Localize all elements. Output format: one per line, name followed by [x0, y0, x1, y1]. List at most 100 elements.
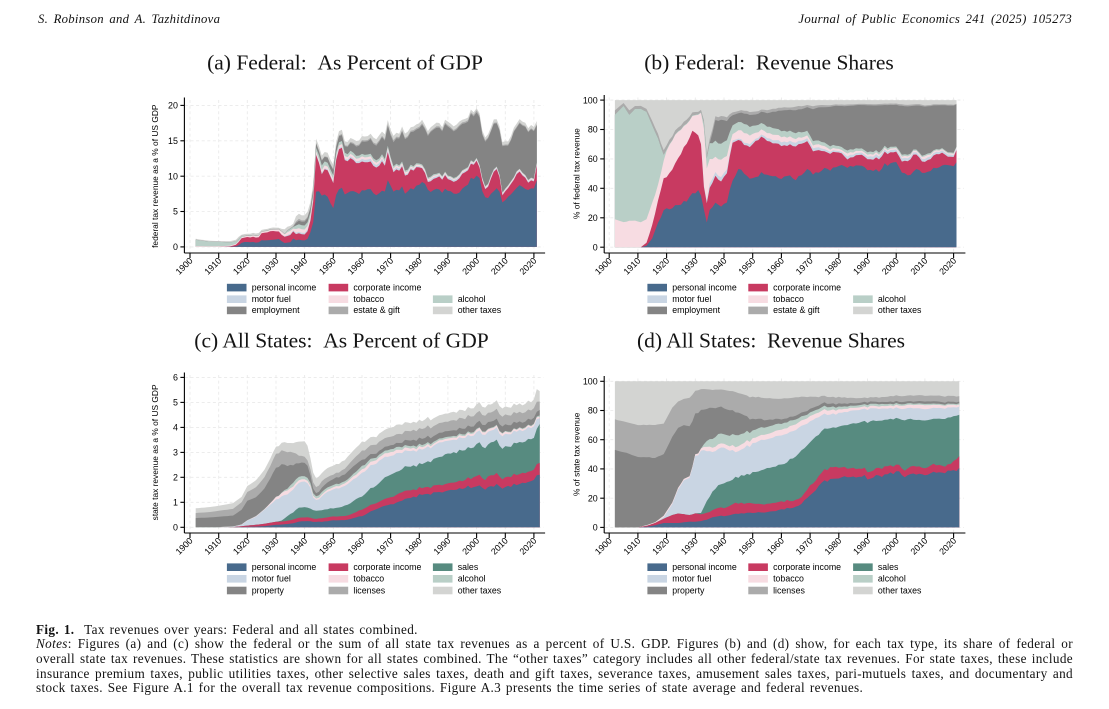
- svg-text:3: 3: [173, 448, 178, 458]
- svg-text:1920: 1920: [231, 256, 252, 277]
- svg-text:10: 10: [168, 171, 178, 181]
- svg-text:alcohol: alcohol: [458, 574, 486, 584]
- svg-text:corporate income: corporate income: [773, 562, 841, 572]
- svg-text:tobacco: tobacco: [773, 294, 804, 304]
- svg-text:personal income: personal income: [252, 282, 317, 292]
- svg-text:personal income: personal income: [672, 562, 737, 572]
- svg-text:1930: 1930: [679, 256, 700, 277]
- svg-text:0: 0: [593, 523, 598, 533]
- svg-text:(b) Federal: Revenue Shares: (b) Federal: Revenue Shares: [644, 51, 894, 75]
- svg-text:1960: 1960: [765, 256, 786, 277]
- svg-text:1900: 1900: [593, 536, 614, 557]
- svg-text:4: 4: [173, 423, 178, 433]
- svg-text:2000: 2000: [460, 536, 481, 557]
- svg-text:0: 0: [173, 242, 178, 252]
- svg-text:(c) All States: As Percent of: (c) All States: As Percent of GDP: [194, 329, 488, 353]
- svg-text:2: 2: [173, 473, 178, 483]
- svg-text:2020: 2020: [937, 536, 958, 557]
- svg-text:% of state tax revenue: % of state tax revenue: [572, 412, 582, 496]
- svg-text:60: 60: [588, 435, 598, 445]
- svg-text:motor fuel: motor fuel: [672, 574, 711, 584]
- svg-text:2020: 2020: [937, 256, 958, 277]
- svg-text:sales: sales: [458, 562, 479, 572]
- svg-text:other taxes: other taxes: [458, 305, 502, 315]
- svg-text:1900: 1900: [593, 256, 614, 277]
- svg-text:15: 15: [168, 136, 178, 146]
- svg-text:1960: 1960: [765, 536, 786, 557]
- svg-text:tobacco: tobacco: [773, 574, 804, 584]
- svg-text:corporate income: corporate income: [353, 562, 421, 572]
- svg-text:40: 40: [588, 464, 598, 474]
- svg-text:motor fuel: motor fuel: [252, 294, 291, 304]
- svg-text:tobacco: tobacco: [353, 574, 384, 584]
- svg-text:1970: 1970: [794, 536, 815, 557]
- svg-text:employment: employment: [672, 305, 720, 315]
- svg-text:2020: 2020: [518, 536, 539, 557]
- svg-text:1910: 1910: [202, 536, 223, 557]
- svg-text:personal income: personal income: [252, 562, 317, 572]
- svg-text:1990: 1990: [432, 536, 453, 557]
- svg-text:1900: 1900: [174, 536, 195, 557]
- svg-text:licenses: licenses: [353, 585, 385, 595]
- svg-text:20: 20: [588, 493, 598, 503]
- svg-text:100: 100: [583, 95, 598, 105]
- svg-text:2000: 2000: [880, 536, 901, 557]
- svg-text:1930: 1930: [260, 256, 281, 277]
- svg-text:motor fuel: motor fuel: [252, 574, 291, 584]
- svg-text:1970: 1970: [374, 256, 395, 277]
- svg-text:sales: sales: [878, 562, 899, 572]
- svg-text:1920: 1920: [231, 536, 252, 557]
- svg-text:corporate income: corporate income: [353, 282, 421, 292]
- svg-text:1960: 1960: [346, 536, 367, 557]
- svg-text:other taxes: other taxes: [878, 305, 922, 315]
- svg-text:1920: 1920: [650, 256, 671, 277]
- svg-text:1980: 1980: [822, 536, 843, 557]
- svg-text:federal tax revenue as a % of: federal tax revenue as a % of US GDP: [150, 104, 160, 248]
- svg-text:0: 0: [173, 523, 178, 533]
- svg-text:0: 0: [593, 242, 598, 252]
- svg-text:1940: 1940: [288, 536, 309, 557]
- svg-text:5: 5: [173, 207, 178, 217]
- svg-text:2020: 2020: [518, 256, 539, 277]
- svg-text:2010: 2010: [909, 256, 930, 277]
- svg-text:1950: 1950: [317, 536, 338, 557]
- svg-text:% of federal tax revenue: % of federal tax revenue: [572, 128, 582, 219]
- svg-text:1940: 1940: [288, 256, 309, 277]
- svg-text:2000: 2000: [460, 256, 481, 277]
- svg-text:1950: 1950: [317, 256, 338, 277]
- svg-text:estate & gift: estate & gift: [353, 305, 400, 315]
- svg-text:corporate income: corporate income: [773, 282, 841, 292]
- svg-text:estate & gift: estate & gift: [773, 305, 820, 315]
- svg-text:20: 20: [168, 101, 178, 111]
- svg-text:2010: 2010: [489, 536, 510, 557]
- svg-text:2000: 2000: [880, 256, 901, 277]
- svg-text:(d) All States: Revenue Share: (d) All States: Revenue Shares: [637, 329, 905, 353]
- svg-text:1980: 1980: [403, 256, 424, 277]
- svg-text:1970: 1970: [794, 256, 815, 277]
- svg-text:2010: 2010: [909, 536, 930, 557]
- svg-text:personal income: personal income: [672, 282, 737, 292]
- svg-text:motor fuel: motor fuel: [672, 294, 711, 304]
- svg-text:1940: 1940: [708, 536, 729, 557]
- svg-text:1900: 1900: [174, 256, 195, 277]
- svg-text:20: 20: [588, 213, 598, 223]
- svg-text:100: 100: [583, 377, 598, 387]
- svg-text:80: 80: [588, 406, 598, 416]
- svg-text:other taxes: other taxes: [458, 585, 502, 595]
- svg-text:property: property: [672, 585, 705, 595]
- svg-text:1910: 1910: [622, 256, 643, 277]
- svg-text:1990: 1990: [851, 536, 872, 557]
- svg-text:1910: 1910: [202, 256, 223, 277]
- svg-text:1990: 1990: [851, 256, 872, 277]
- svg-text:(a) Federal: As Percent of GD: (a) Federal: As Percent of GDP: [207, 51, 483, 75]
- svg-text:1970: 1970: [374, 536, 395, 557]
- svg-text:1950: 1950: [736, 256, 757, 277]
- svg-text:property: property: [252, 585, 285, 595]
- svg-text:40: 40: [588, 184, 598, 194]
- svg-text:1990: 1990: [432, 256, 453, 277]
- svg-text:1980: 1980: [822, 256, 843, 277]
- svg-text:1950: 1950: [736, 536, 757, 557]
- svg-text:1980: 1980: [403, 536, 424, 557]
- svg-text:80: 80: [588, 125, 598, 135]
- svg-text:alcohol: alcohol: [878, 294, 906, 304]
